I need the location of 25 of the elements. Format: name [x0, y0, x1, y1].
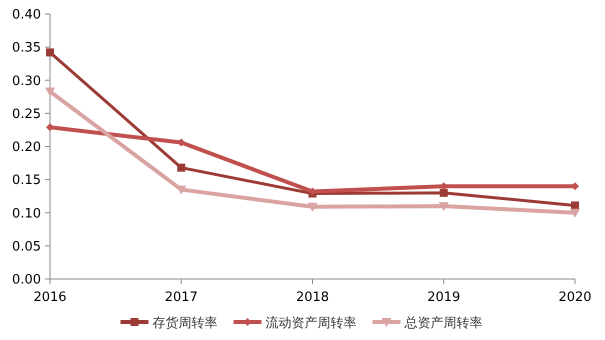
- point: [570, 208, 580, 218]
- x-tick-label: 2016: [33, 290, 67, 305]
- x-tick-label: 2017: [164, 290, 198, 305]
- point: [308, 202, 318, 212]
- y-tick-label: 0.15: [12, 173, 41, 188]
- point: [177, 164, 186, 172]
- x-tick-label: 2020: [558, 290, 592, 305]
- y-tick-label: 0.05: [12, 239, 41, 254]
- point: [438, 202, 449, 212]
- point: [46, 48, 54, 56]
- y-tick-label: 0.00: [12, 272, 41, 288]
- point: [571, 201, 579, 210]
- legend-label: 存货周转率: [152, 315, 218, 331]
- point: [45, 88, 55, 97]
- legend-label: 总资产周转率: [404, 315, 482, 331]
- y-tick-label: 0.25: [12, 106, 41, 122]
- x-tick-label: 2018: [296, 290, 330, 305]
- y-tick-label: 0.30: [12, 74, 41, 89]
- y-tick-label: 0.20: [12, 140, 41, 155]
- legend-label: 流动资产周转率: [266, 315, 356, 331]
- x-tick-label: 2019: [427, 290, 460, 305]
- y-tick-label: 0.40: [12, 8, 41, 22]
- point: [440, 188, 448, 197]
- y-tick-label: 0.35: [12, 40, 41, 56]
- y-tick-label: 0.10: [12, 206, 41, 222]
